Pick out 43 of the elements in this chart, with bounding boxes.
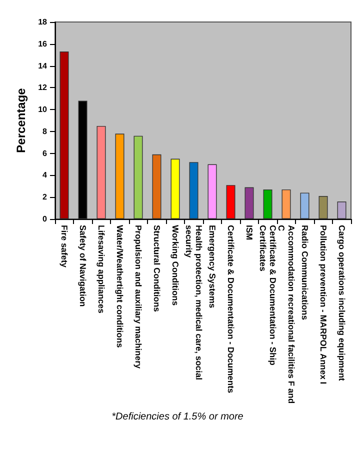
x-tick-label: Working Conditions bbox=[170, 225, 180, 306]
x-tick-label: Fire safety bbox=[59, 225, 70, 268]
text: *Deficiencies of 1.5% or more bbox=[112, 412, 244, 422]
x-tick-label: Certificate & Documentation - Documents bbox=[226, 225, 236, 394]
y-tick-label: 4 bbox=[42, 170, 48, 180]
x-tick-label: Accommodation recreational facilities F and C bbox=[276, 225, 296, 406]
x-tick-label: Radio Communications bbox=[300, 225, 310, 320]
bar bbox=[244, 187, 254, 219]
x-tick-label: Water/Weathertight conditions bbox=[114, 225, 125, 348]
y-tick-label: 10 bbox=[38, 105, 48, 114]
y-tick-label: 14 bbox=[38, 61, 48, 70]
x-tick-label: ISM bbox=[244, 225, 254, 240]
y-tick-label: 8 bbox=[42, 126, 48, 136]
x-tick-label: Structural Conditions bbox=[152, 225, 162, 312]
x-tick-label: Lifesaving appliances bbox=[96, 225, 106, 314]
x-tick-label: Certificate & Documentation - Ship Certificates bbox=[258, 225, 278, 368]
bar bbox=[189, 162, 198, 219]
y-axis-title: Percentage bbox=[14, 88, 28, 153]
bar bbox=[208, 164, 217, 219]
x-tick-label: Safety of Navigation bbox=[78, 225, 88, 307]
y-tick-label: 12 bbox=[38, 83, 48, 92]
bar bbox=[96, 126, 106, 219]
bar bbox=[318, 196, 328, 219]
y-tick-label: 6 bbox=[42, 148, 48, 158]
y-tick-label: 2 bbox=[42, 192, 48, 202]
x-tick-label: Health protection, medical care, social security bbox=[184, 225, 204, 382]
bar bbox=[115, 134, 124, 219]
x-tick-label: Pollution prevention - MARPOL Annex I bbox=[318, 225, 328, 384]
x-tick-label: Emergency Systems bbox=[207, 225, 218, 308]
bar bbox=[337, 201, 346, 219]
bar bbox=[300, 192, 310, 219]
bar bbox=[60, 52, 69, 219]
bar bbox=[226, 185, 236, 219]
y-tick-label: 18 bbox=[38, 18, 48, 26]
bar bbox=[152, 154, 162, 219]
bar bbox=[282, 189, 291, 219]
bar bbox=[263, 189, 272, 219]
y-tick-label: 0 bbox=[42, 214, 48, 224]
y-tick-label: 16 bbox=[38, 39, 48, 48]
x-tick-label: Propulsion and auxiliary machinery bbox=[133, 225, 144, 369]
bar bbox=[134, 136, 143, 219]
x-tick-label: Cargo operations including equipment bbox=[336, 225, 347, 382]
bar bbox=[170, 158, 180, 219]
